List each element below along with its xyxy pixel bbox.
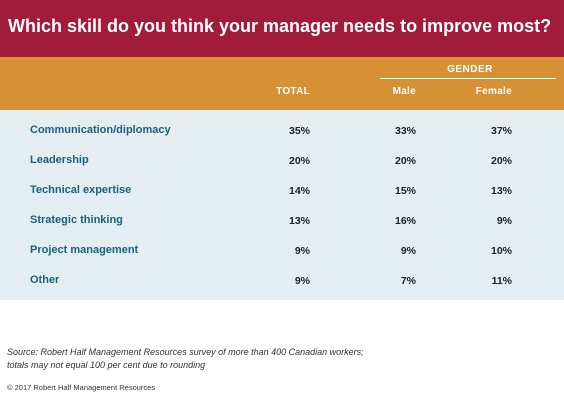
cell-total: 9% xyxy=(294,245,310,257)
cell-male: 33% xyxy=(394,125,416,137)
cell-female: 13% xyxy=(490,185,512,197)
source-line-1: Source: Robert Half Management Resources… xyxy=(7,347,364,357)
cell-female: 9% xyxy=(496,215,512,227)
source-line-2: totals may not equal 100 per cent due to… xyxy=(7,360,206,370)
row-label: Leadership xyxy=(30,154,89,166)
cell-total: 14% xyxy=(288,185,310,197)
column-header-total: TOTAL xyxy=(276,86,310,97)
cell-total: 35% xyxy=(288,125,310,137)
gender-group-rule xyxy=(380,78,556,79)
row-label: Other xyxy=(30,274,60,286)
gender-group-label: GENDER xyxy=(447,64,493,75)
table-body xyxy=(0,110,564,300)
cell-total: 9% xyxy=(294,275,310,287)
cell-female: 11% xyxy=(491,275,512,287)
cell-male: 15% xyxy=(394,185,416,197)
cell-female: 20% xyxy=(490,155,512,167)
column-header-male: Male xyxy=(392,86,416,97)
cell-male: 16% xyxy=(394,215,416,227)
cell-total: 13% xyxy=(288,215,310,227)
source-note: Source: Robert Half Management Resources… xyxy=(7,346,557,372)
column-header-female: Female xyxy=(475,86,512,97)
row-label: Project management xyxy=(30,244,139,256)
row-label: Technical expertise xyxy=(30,184,132,196)
cell-total: 20% xyxy=(288,155,310,167)
cell-female: 10% xyxy=(490,245,512,257)
cell-male: 7% xyxy=(400,275,416,287)
copyright-note: © 2017 Robert Half Management Resources xyxy=(7,383,156,392)
table-header-band xyxy=(0,57,564,110)
cell-male: 9% xyxy=(400,245,416,257)
row-label: Strategic thinking xyxy=(30,214,123,226)
cell-male: 20% xyxy=(394,155,416,167)
cell-female: 37% xyxy=(490,125,512,137)
chart-title: Which skill do you think your manager ne… xyxy=(0,0,564,57)
row-label: Communication/diplomacy xyxy=(30,124,171,136)
